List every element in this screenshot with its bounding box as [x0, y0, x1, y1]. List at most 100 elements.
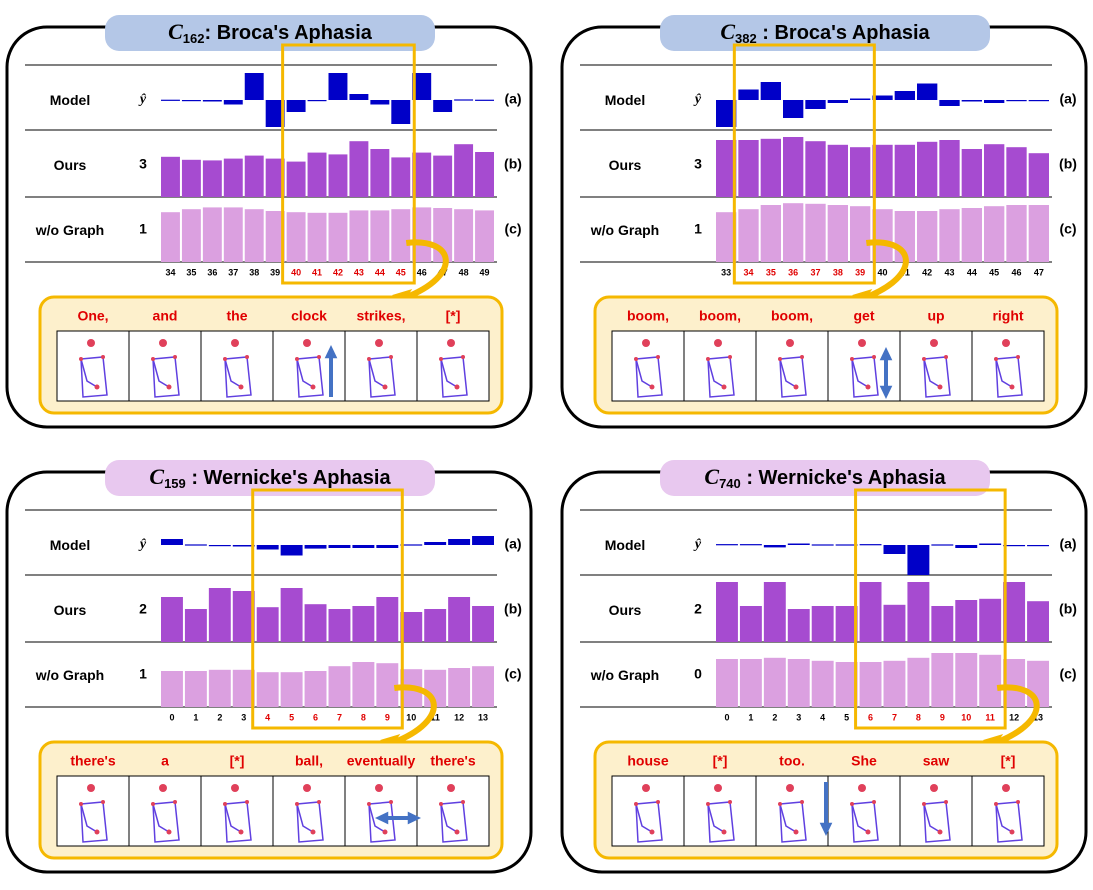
title-symbol: C — [168, 19, 183, 44]
row-label-box: Ours — [35, 588, 105, 632]
bar — [828, 145, 848, 197]
bar — [352, 662, 374, 707]
bar — [907, 582, 929, 642]
row-label-box: Ours — [35, 143, 105, 187]
joint — [79, 357, 83, 361]
bar — [308, 100, 327, 101]
bar — [245, 209, 264, 262]
bar — [907, 658, 929, 707]
title-subscript: 159 — [164, 476, 186, 491]
joint — [922, 357, 926, 361]
bar — [352, 606, 374, 642]
bar — [161, 539, 183, 545]
row-letter: (a) — [504, 536, 521, 552]
bar — [454, 144, 473, 197]
bar — [329, 73, 348, 100]
bar — [738, 209, 758, 262]
title-symbol: C — [149, 464, 164, 489]
row-letter: (c) — [504, 666, 521, 682]
joint — [245, 355, 249, 359]
bar — [939, 100, 959, 106]
joint — [944, 800, 948, 804]
bar — [352, 545, 374, 548]
bar — [305, 671, 327, 707]
x-tick-label: 6 — [868, 712, 873, 722]
joint — [938, 830, 943, 835]
row-letter: (b) — [504, 601, 522, 617]
x-tick-label: 47 — [1034, 267, 1044, 277]
joint — [800, 355, 804, 359]
row-letter: (b) — [1059, 601, 1077, 617]
x-tick-label: 39 — [855, 267, 865, 277]
x-tick-label: 9 — [385, 712, 390, 722]
head — [930, 339, 938, 347]
bar — [812, 661, 834, 707]
x-tick-label: 44 — [967, 267, 977, 277]
x-tick-label: 6 — [313, 712, 318, 722]
row-label: w/o Graph — [35, 653, 105, 697]
word: eventually — [347, 753, 416, 769]
bar — [788, 659, 810, 707]
joint — [367, 357, 371, 361]
bar — [860, 544, 882, 545]
bar — [979, 544, 1001, 546]
x-tick-label: 43 — [944, 267, 954, 277]
word: ball, — [295, 753, 323, 769]
bar — [472, 536, 494, 545]
bar — [182, 100, 201, 101]
bar — [716, 582, 738, 642]
word: get — [854, 308, 875, 324]
bar — [740, 606, 762, 642]
bar — [805, 204, 825, 262]
bar — [329, 213, 348, 262]
bar — [895, 91, 915, 100]
bar — [740, 544, 762, 545]
bar — [224, 159, 243, 197]
bar — [349, 94, 368, 100]
bar — [281, 545, 303, 556]
bar — [257, 545, 279, 550]
bar — [287, 212, 306, 262]
row-symbol: 3 — [139, 156, 147, 172]
bar — [979, 599, 1001, 642]
joint — [455, 385, 460, 390]
bar — [472, 666, 494, 707]
joint — [706, 357, 710, 361]
bar — [860, 662, 882, 707]
bar — [433, 100, 452, 112]
bar — [424, 609, 446, 642]
x-tick-label: 3 — [796, 712, 801, 722]
bar — [850, 147, 870, 197]
word: strikes, — [356, 308, 405, 324]
head — [231, 339, 239, 347]
joint — [656, 355, 660, 359]
panel: C162: Broca's AphasiaModelŷ(a)Ours3(b)w/… — [7, 15, 531, 427]
x-tick-label: 45 — [989, 267, 999, 277]
joint — [1010, 830, 1015, 835]
bar — [245, 73, 264, 100]
joint — [872, 800, 876, 804]
bar — [475, 100, 494, 101]
bar — [1027, 601, 1049, 642]
x-tick-label: 46 — [1011, 267, 1021, 277]
head — [858, 339, 866, 347]
bar — [161, 100, 180, 101]
bar — [161, 157, 180, 197]
joint — [1016, 800, 1020, 804]
word: [*] — [1001, 753, 1016, 769]
row-letter: (a) — [1059, 91, 1076, 107]
joint — [167, 830, 172, 835]
row-symbol: ŷ — [693, 537, 702, 552]
head — [930, 784, 938, 792]
x-tick-label: 40 — [291, 267, 301, 277]
head — [786, 339, 794, 347]
bar — [161, 212, 180, 262]
bar — [850, 206, 870, 262]
row-symbol: ŷ — [138, 92, 147, 107]
row-label: Model — [590, 523, 660, 567]
x-tick-label: 44 — [375, 267, 385, 277]
bar — [917, 84, 937, 101]
joint — [866, 830, 871, 835]
bar — [209, 545, 231, 546]
joint — [151, 802, 155, 806]
